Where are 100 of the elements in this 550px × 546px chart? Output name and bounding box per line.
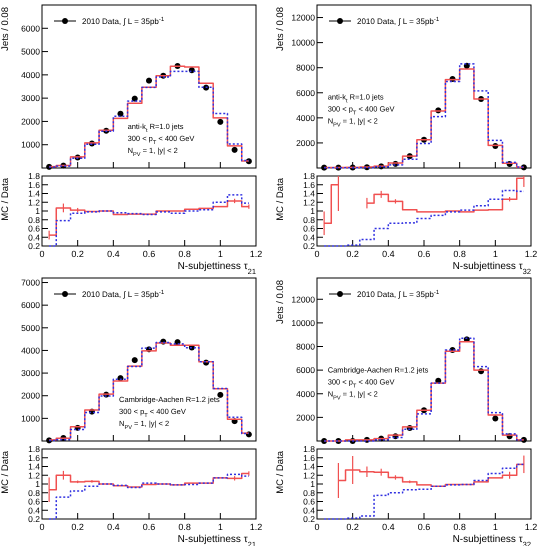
x-axis-title: N-subjettiness τ$_{32}$ — [452, 261, 531, 276]
y-tick-label: 1.2 — [303, 197, 316, 208]
y-tick-label: 1.6 — [303, 452, 316, 463]
y-tick-label: 8000 — [296, 342, 316, 352]
y-tick-label: 2000 — [21, 390, 40, 401]
y-tick-label: 0.8 — [303, 214, 316, 225]
x-tick-label: 0 — [39, 249, 45, 259]
y-tick-label: 1.2 — [28, 470, 40, 480]
y-tick-label: 1 — [310, 206, 316, 216]
y-tick-label: 1.8 — [303, 444, 316, 454]
point — [132, 357, 138, 364]
y-tick-label: 0.8 — [28, 488, 40, 498]
y-tick-label: 1 — [310, 479, 316, 489]
y-tick-label: 4000 — [296, 388, 316, 399]
point — [492, 416, 498, 422]
y-tick-label: 3000 — [21, 368, 40, 378]
x-tick-label: 0.4 — [107, 522, 120, 532]
y-tick-label: 1.8 — [28, 171, 40, 181]
x-tick-label: 0 — [314, 249, 320, 259]
y-tick-label: 1000 — [21, 413, 40, 424]
y-tick-label: 0.8 — [303, 488, 316, 498]
x-tick-label: 0.2 — [346, 522, 359, 532]
y-axis-title: Jets / 0.08 — [0, 7, 11, 51]
y-tick-label: 0.4 — [303, 505, 316, 516]
x-tick-label: 1 — [218, 522, 223, 532]
y-tick-label: 0.2 — [28, 514, 40, 524]
x-tick-label: 0.8 — [178, 522, 191, 532]
x-tick-label: 0.6 — [142, 249, 156, 259]
y-tick-label: 0.6 — [303, 496, 316, 506]
point — [217, 392, 224, 398]
x-tick-label: 1.2 — [524, 249, 538, 259]
y-tick-label: 1.6 — [28, 180, 40, 190]
legend-label: 2010 Data, ∫ L = 35pb$^{-1}$ — [82, 289, 165, 299]
y-tick-label: 7000 — [21, 278, 40, 288]
y-axis-title: MC / Data — [275, 177, 286, 221]
y-tick-label: 2000 — [296, 138, 316, 148]
y-tick-label: 4000 — [21, 345, 40, 356]
y-tick-label: 5000 — [21, 322, 40, 333]
y-tick-label: 4000 — [296, 112, 316, 123]
x-tick-label: 0.8 — [453, 249, 466, 259]
point — [232, 146, 238, 153]
y-tick-label: 6000 — [296, 365, 316, 376]
x-tick-label: 0.2 — [71, 249, 84, 259]
y-tick-label: 1.4 — [303, 188, 316, 198]
y-axis-title: Jets / 0.08 — [275, 7, 286, 51]
x-tick-label: 0 — [314, 522, 320, 532]
y-tick-label: 10000 — [291, 38, 316, 48]
y-tick-label: 0.6 — [303, 224, 316, 234]
y-tick-label: 1.6 — [28, 452, 40, 463]
y-tick-label: 6000 — [296, 88, 316, 98]
x-tick-label: 0.2 — [71, 522, 84, 532]
y-tick-label: 1.6 — [303, 180, 316, 190]
legend-label: 2010 Data, ∫ L = 35pb$^{-1}$ — [357, 289, 440, 299]
y-tick-label: 3000 — [21, 93, 40, 104]
x-tick-label: 0.8 — [453, 522, 466, 532]
y-tick-label: 2000 — [296, 412, 316, 422]
x-tick-label: 0.2 — [346, 249, 359, 259]
y-tick-label: 0.4 — [28, 505, 40, 516]
y-tick-label: 12000 — [291, 12, 316, 23]
y-axis-title: MC / Data — [0, 177, 11, 221]
y-tick-label: 0.6 — [28, 496, 40, 506]
x-tick-label: 0.4 — [107, 249, 120, 259]
x-axis-title: N-subjettiness τ$_{21}$ — [178, 261, 256, 276]
y-tick-label: 1.4 — [303, 462, 316, 472]
y-tick-label: 0.2 — [28, 241, 40, 251]
y-tick-label: 6000 — [21, 300, 40, 310]
point — [146, 78, 152, 84]
x-tick-label: 0.4 — [382, 522, 395, 532]
y-tick-label: 10000 — [291, 318, 316, 328]
y-tick-label: 0.4 — [303, 232, 316, 242]
y-tick-label: 1.4 — [28, 188, 40, 198]
y-tick-label: 4000 — [21, 70, 40, 80]
x-tick-label: 0.8 — [178, 249, 191, 259]
x-tick-label: 0 — [39, 522, 45, 532]
y-tick-label: 1 — [35, 479, 40, 489]
x-tick-label: 1 — [492, 249, 498, 259]
y-tick-label: 1.2 — [28, 197, 40, 208]
y-axis-title: MC / Data — [275, 450, 286, 494]
x-tick-label: 0.6 — [418, 249, 430, 259]
y-tick-label: 1.4 — [28, 462, 40, 472]
y-axis-title: MC / Data — [0, 450, 11, 494]
y-tick-label: 6000 — [21, 23, 40, 34]
x-tick-label: 0.6 — [142, 522, 156, 532]
x-tick-label: 0.4 — [382, 249, 395, 259]
x-tick-label: 1.2 — [524, 522, 538, 532]
y-axis-title: Jets / 0.08 — [275, 280, 286, 324]
y-tick-label: 1 — [35, 206, 40, 216]
x-tick-label: 1 — [492, 522, 498, 532]
point — [217, 118, 224, 125]
y-tick-label: 0.2 — [303, 241, 316, 251]
y-tick-label: 0.2 — [303, 514, 316, 524]
y-tick-label: 2000 — [21, 116, 40, 126]
y-tick-label: 0.4 — [28, 232, 40, 242]
x-tick-label: 1.2 — [250, 249, 262, 259]
x-tick-label: 1.2 — [250, 522, 262, 532]
y-tick-label: 12000 — [291, 294, 316, 304]
legend-label: 2010 Data, ∫ L = 35pb$^{-1}$ — [357, 16, 440, 26]
y-tick-label: 0.6 — [28, 224, 40, 234]
y-tick-label: 1.8 — [303, 171, 316, 181]
x-tick-label: 0.6 — [418, 522, 430, 532]
